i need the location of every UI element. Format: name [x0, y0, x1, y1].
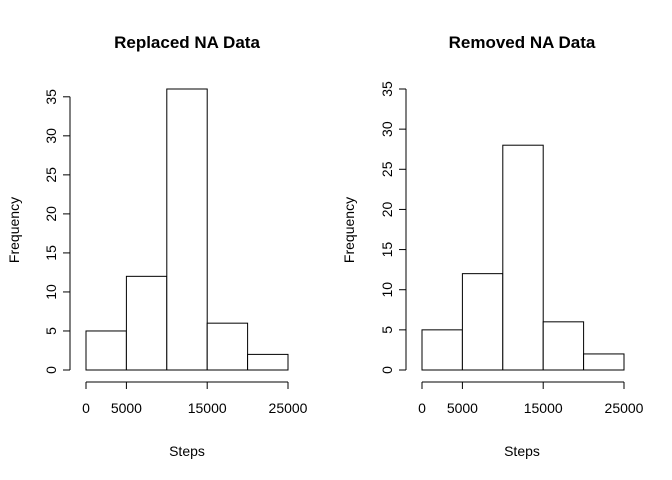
y-tick-label: 10: [43, 284, 59, 300]
x-axis: 0 5000 15000 25000: [418, 381, 644, 416]
x-tick-label: 15000: [524, 400, 563, 416]
x-tick-label: 0: [418, 400, 426, 416]
y-axis: 0 5 10 15 20 25 30 35: [43, 89, 71, 374]
histogram-bar: [542, 321, 585, 371]
x-tick-label: 5000: [111, 400, 142, 416]
histogram-bar: [85, 330, 127, 371]
y-tick-label: 25: [43, 167, 59, 183]
histogram-bar: [461, 273, 504, 371]
y-tick-label: 25: [379, 161, 395, 177]
histogram-bar: [166, 88, 208, 371]
y-tick-label: 20: [379, 201, 395, 217]
histogram-bar: [502, 144, 544, 371]
y-axis: 0 5 10 15 20 25 30 35: [379, 81, 407, 374]
y-tick-label: 5: [43, 327, 59, 335]
y-tick-label: 10: [379, 282, 395, 298]
chart-title: Removed NA Data: [449, 33, 596, 52]
y-tick-label: 20: [43, 206, 59, 222]
histogram-removed-na: Removed NA Data Frequency Steps 0 5 10 15 20…: [341, 33, 644, 459]
x-axis: 0 5000 15000 25000: [82, 381, 308, 416]
x-axis-label: Steps: [504, 443, 540, 459]
y-tick-label: 30: [43, 128, 59, 144]
y-tick-label: 0: [379, 366, 395, 374]
x-axis-label: Steps: [169, 443, 205, 459]
y-axis-label: Frequency: [341, 197, 357, 263]
x-tick-label: 25000: [605, 400, 644, 416]
histogram-bar: [206, 322, 249, 371]
y-tick-label: 35: [43, 89, 59, 105]
histogram-bar: [125, 275, 168, 371]
y-axis-label: Frequency: [6, 197, 22, 263]
histogram-bar: [583, 353, 625, 371]
bars: [85, 88, 289, 371]
y-tick-label: 15: [43, 245, 59, 261]
y-tick-label: 30: [379, 121, 395, 137]
histogram-replaced-na: Replaced NA Data Frequency Steps 0 5 10 15 2…: [6, 33, 308, 459]
y-tick-label: 5: [379, 326, 395, 334]
histogram-bar: [421, 329, 463, 371]
y-tick-label: 0: [43, 366, 59, 374]
x-tick-label: 25000: [269, 400, 308, 416]
histogram-bar: [247, 353, 289, 371]
x-tick-label: 15000: [188, 400, 227, 416]
y-tick-label: 15: [379, 242, 395, 258]
chart-title: Replaced NA Data: [114, 33, 260, 52]
y-tick-label: 35: [379, 81, 395, 97]
x-tick-label: 0: [82, 400, 90, 416]
bars: [421, 144, 625, 371]
x-tick-label: 5000: [447, 400, 478, 416]
